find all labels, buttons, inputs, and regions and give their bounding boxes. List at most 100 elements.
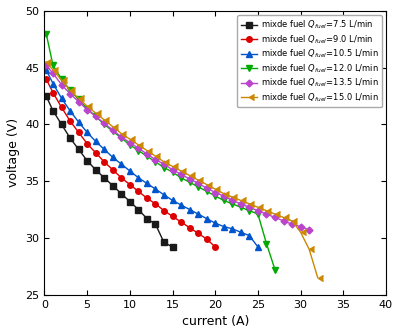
mixde fuel $Q_{fuel}$=13.5 L/min: [44, 63, 48, 67]
mixde fuel $Q_{fuel}$=10.5 L/min: [51, 81, 56, 85]
mixde fuel $Q_{fuel}$=10.5 L/min: [110, 155, 115, 159]
mixde fuel $Q_{fuel}$=12.0 L/min: [128, 143, 132, 147]
mixde fuel $Q_{fuel}$=15.0 L/min: [307, 247, 312, 251]
mixde fuel $Q_{fuel}$=13.5 L/min: [187, 177, 192, 181]
mixde fuel $Q_{fuel}$=13.5 L/min: [179, 172, 184, 176]
mixde fuel $Q_{fuel}$=15.0 L/min: [187, 174, 192, 178]
Y-axis label: voltage (V): voltage (V): [7, 118, 20, 187]
mixde fuel $Q_{fuel}$=13.5 L/min: [221, 194, 226, 198]
mixde fuel $Q_{fuel}$=15.0 L/min: [144, 148, 149, 152]
mixde fuel $Q_{fuel}$=15.0 L/min: [179, 169, 184, 173]
mixde fuel $Q_{fuel}$=12.0 L/min: [170, 170, 175, 174]
mixde fuel $Q_{fuel}$=13.5 L/min: [256, 209, 260, 213]
mixde fuel $Q_{fuel}$=15.0 L/min: [170, 164, 175, 169]
mixde fuel $Q_{fuel}$=13.5 L/min: [93, 115, 98, 119]
mixde fuel $Q_{fuel}$=12.0 L/min: [213, 194, 218, 198]
mixde fuel $Q_{fuel}$=12.0 L/min: [119, 136, 124, 140]
mixde fuel $Q_{fuel}$=15.0 L/min: [264, 209, 269, 213]
mixde fuel $Q_{fuel}$=15.0 L/min: [136, 143, 141, 147]
mixde fuel $Q_{fuel}$=12.0 L/min: [93, 115, 98, 119]
mixde fuel $Q_{fuel}$=12.0 L/min: [187, 180, 192, 184]
mixde fuel $Q_{fuel}$=7.5 L/min: [110, 184, 115, 188]
mixde fuel $Q_{fuel}$=9.0 L/min: [153, 202, 158, 206]
mixde fuel $Q_{fuel}$=15.0 L/min: [102, 118, 107, 122]
mixde fuel $Q_{fuel}$=13.5 L/min: [204, 186, 209, 190]
mixde fuel $Q_{fuel}$=13.5 L/min: [144, 152, 149, 156]
mixde fuel $Q_{fuel}$=13.5 L/min: [119, 135, 124, 139]
mixde fuel $Q_{fuel}$=12.0 L/min: [162, 165, 166, 170]
Line: mixde fuel $Q_{fuel}$=7.5 L/min: mixde fuel $Q_{fuel}$=7.5 L/min: [44, 93, 175, 250]
mixde fuel $Q_{fuel}$=10.5 L/min: [59, 96, 64, 100]
mixde fuel $Q_{fuel}$=10.5 L/min: [128, 169, 132, 173]
mixde fuel $Q_{fuel}$=10.5 L/min: [68, 109, 72, 113]
mixde fuel $Q_{fuel}$=12.0 L/min: [179, 176, 184, 180]
mixde fuel $Q_{fuel}$=9.0 L/min: [213, 245, 218, 249]
mixde fuel $Q_{fuel}$=12.0 L/min: [110, 129, 115, 133]
mixde fuel $Q_{fuel}$=12.0 L/min: [76, 97, 81, 102]
mixde fuel $Q_{fuel}$=12.0 L/min: [221, 198, 226, 202]
mixde fuel $Q_{fuel}$=10.5 L/min: [102, 147, 107, 151]
mixde fuel $Q_{fuel}$=7.5 L/min: [162, 241, 166, 245]
mixde fuel $Q_{fuel}$=15.0 L/min: [76, 96, 81, 100]
mixde fuel $Q_{fuel}$=15.0 L/min: [204, 183, 209, 187]
mixde fuel $Q_{fuel}$=13.5 L/min: [162, 162, 166, 166]
mixde fuel $Q_{fuel}$=7.5 L/min: [51, 109, 56, 113]
mixde fuel $Q_{fuel}$=12.0 L/min: [264, 242, 269, 246]
mixde fuel $Q_{fuel}$=9.0 L/min: [59, 106, 64, 110]
mixde fuel $Q_{fuel}$=10.5 L/min: [93, 139, 98, 143]
mixde fuel $Q_{fuel}$=15.0 L/min: [85, 104, 90, 108]
mixde fuel $Q_{fuel}$=10.5 L/min: [204, 217, 209, 221]
mixde fuel $Q_{fuel}$=7.5 L/min: [128, 200, 132, 204]
mixde fuel $Q_{fuel}$=15.0 L/min: [110, 125, 115, 129]
mixde fuel $Q_{fuel}$=10.5 L/min: [221, 224, 226, 228]
mixde fuel $Q_{fuel}$=15.0 L/min: [93, 111, 98, 115]
mixde fuel $Q_{fuel}$=9.0 L/min: [44, 77, 48, 81]
mixde fuel $Q_{fuel}$=15.0 L/min: [153, 154, 158, 158]
mixde fuel $Q_{fuel}$=12.0 L/min: [238, 205, 243, 209]
mixde fuel $Q_{fuel}$=10.5 L/min: [170, 198, 175, 202]
mixde fuel $Q_{fuel}$=12.0 L/min: [196, 185, 200, 189]
mixde fuel $Q_{fuel}$=13.5 L/min: [230, 198, 235, 202]
mixde fuel $Q_{fuel}$=10.5 L/min: [256, 245, 260, 249]
mixde fuel $Q_{fuel}$=10.5 L/min: [230, 227, 235, 231]
mixde fuel $Q_{fuel}$=13.5 L/min: [128, 141, 132, 145]
Line: mixde fuel $Q_{fuel}$=15.0 L/min: mixde fuel $Q_{fuel}$=15.0 L/min: [43, 59, 321, 281]
mixde fuel $Q_{fuel}$=15.0 L/min: [119, 132, 124, 136]
mixde fuel $Q_{fuel}$=12.0 L/min: [256, 212, 260, 216]
mixde fuel $Q_{fuel}$=9.0 L/min: [102, 160, 107, 164]
mixde fuel $Q_{fuel}$=10.5 L/min: [187, 207, 192, 211]
mixde fuel $Q_{fuel}$=12.0 L/min: [144, 154, 149, 158]
mixde fuel $Q_{fuel}$=15.0 L/min: [51, 68, 56, 72]
mixde fuel $Q_{fuel}$=13.5 L/min: [264, 212, 269, 216]
mixde fuel $Q_{fuel}$=13.5 L/min: [102, 121, 107, 125]
mixde fuel $Q_{fuel}$=13.5 L/min: [153, 157, 158, 161]
mixde fuel $Q_{fuel}$=15.0 L/min: [256, 205, 260, 209]
mixde fuel $Q_{fuel}$=12.0 L/min: [59, 77, 64, 81]
mixde fuel $Q_{fuel}$=7.5 L/min: [44, 94, 48, 98]
mixde fuel $Q_{fuel}$=13.5 L/min: [136, 146, 141, 150]
mixde fuel $Q_{fuel}$=10.5 L/min: [76, 120, 81, 124]
mixde fuel $Q_{fuel}$=13.5 L/min: [290, 222, 294, 226]
mixde fuel $Q_{fuel}$=9.0 L/min: [204, 237, 209, 241]
mixde fuel $Q_{fuel}$=12.0 L/min: [102, 122, 107, 126]
mixde fuel $Q_{fuel}$=13.5 L/min: [273, 215, 278, 219]
mixde fuel $Q_{fuel}$=9.0 L/min: [136, 189, 141, 193]
mixde fuel $Q_{fuel}$=10.5 L/min: [196, 212, 200, 216]
mixde fuel $Q_{fuel}$=7.5 L/min: [136, 207, 141, 211]
mixde fuel $Q_{fuel}$=15.0 L/min: [247, 202, 252, 206]
mixde fuel $Q_{fuel}$=13.5 L/min: [59, 83, 64, 87]
mixde fuel $Q_{fuel}$=13.5 L/min: [281, 219, 286, 223]
mixde fuel $Q_{fuel}$=10.5 L/min: [238, 230, 243, 234]
mixde fuel $Q_{fuel}$=9.0 L/min: [110, 168, 115, 172]
mixde fuel $Q_{fuel}$=13.5 L/min: [68, 92, 72, 96]
mixde fuel $Q_{fuel}$=9.0 L/min: [128, 183, 132, 187]
mixde fuel $Q_{fuel}$=13.5 L/min: [307, 228, 312, 232]
mixde fuel $Q_{fuel}$=15.0 L/min: [273, 212, 278, 216]
mixde fuel $Q_{fuel}$=15.0 L/min: [315, 276, 320, 280]
mixde fuel $Q_{fuel}$=12.0 L/min: [44, 31, 48, 36]
mixde fuel $Q_{fuel}$=12.0 L/min: [204, 189, 209, 193]
mixde fuel $Q_{fuel}$=15.0 L/min: [221, 192, 226, 196]
mixde fuel $Q_{fuel}$=10.5 L/min: [144, 182, 149, 186]
mixde fuel $Q_{fuel}$=13.5 L/min: [51, 71, 56, 75]
mixde fuel $Q_{fuel}$=15.0 L/min: [68, 88, 72, 92]
